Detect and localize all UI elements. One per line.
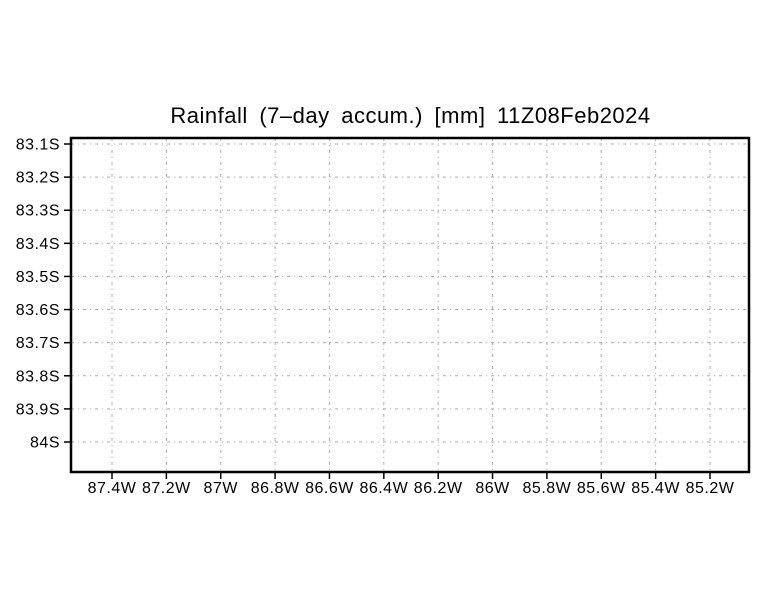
y-tick-label: 83.7S	[16, 335, 60, 352]
chart-title: Rainfall (7–day accum.) [mm] 11Z08Feb202…	[170, 103, 651, 128]
y-tick-label: 83.3S	[16, 203, 60, 220]
y-tick-label: 83.8S	[16, 368, 60, 385]
y-tick-label: 83.4S	[16, 236, 60, 253]
x-tick-label: 86.6W	[305, 480, 354, 497]
y-tick-label: 83.2S	[16, 170, 60, 187]
x-tick-label: 87.4W	[88, 480, 137, 497]
x-tick-label: 86.4W	[359, 480, 408, 497]
x-tick-label: 86W	[475, 480, 510, 497]
x-tick-label: 85.8W	[523, 480, 572, 497]
y-tick-label: 83.9S	[16, 401, 60, 418]
y-tick-label: 83.5S	[16, 269, 60, 286]
x-tick-label: 87.2W	[142, 480, 191, 497]
y-tick-label: 83.6S	[16, 302, 60, 319]
x-tick-label: 86.8W	[251, 480, 300, 497]
x-tick-label: 85.4W	[631, 480, 680, 497]
x-tick-label: 87W	[204, 480, 239, 497]
y-tick-label: 84S	[30, 435, 60, 452]
y-tick-label: 83.1S	[16, 137, 60, 154]
plot-frame	[69, 136, 751, 474]
x-tick-label: 85.2W	[686, 480, 735, 497]
x-tick-label: 86.2W	[414, 480, 463, 497]
x-tick-label: 85.6W	[577, 480, 626, 497]
